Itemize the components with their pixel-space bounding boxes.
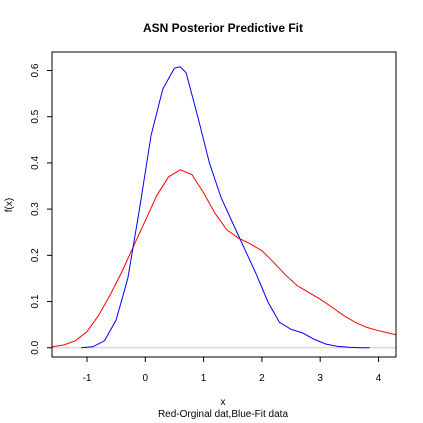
x-tick-label: -1 <box>83 373 92 384</box>
x-tick-label: 4 <box>376 373 382 384</box>
y-axis-label: f(x) <box>4 198 15 212</box>
y-tick-label: 0.1 <box>30 294 41 308</box>
fit-data-curve <box>81 66 370 349</box>
y-tick-label: 0.6 <box>30 63 41 77</box>
x-axis-sublabel: Red-Orginal dat,Blue-Fit data <box>158 409 289 420</box>
y-tick-label: 0.5 <box>30 109 41 123</box>
curves-layer <box>51 66 397 349</box>
x-axis-label: x <box>221 397 226 408</box>
x-tick-label: 3 <box>317 373 323 384</box>
chart-title: ASN Posterior Predictive Fit <box>143 21 303 35</box>
x-axis: -1 0 1 2 3 4 <box>83 357 382 384</box>
x-tick-label: 1 <box>201 373 207 384</box>
x-tick-label: 0 <box>143 373 149 384</box>
y-tick-label: 0.4 <box>30 156 41 170</box>
x-tick-label: 2 <box>259 373 265 384</box>
original-data-curve <box>51 169 397 348</box>
y-tick-label: 0.0 <box>30 340 41 354</box>
plot-frame <box>51 51 397 358</box>
y-tick-label: 0.3 <box>30 202 41 216</box>
y-tick-label: 0.2 <box>30 248 41 262</box>
y-axis: 0.0 0.1 0.2 0.3 0.4 0.5 0.6 <box>30 63 52 355</box>
